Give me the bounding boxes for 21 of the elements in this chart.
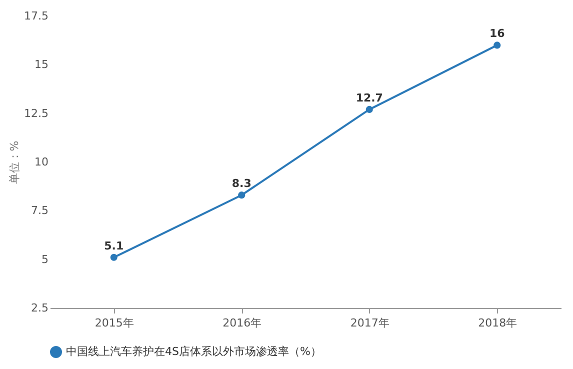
y-tick-label: 7.5 [31, 204, 48, 218]
point [110, 254, 118, 261]
y-tick-label: 2.5 [31, 302, 48, 314]
data-label: 8.3 [232, 177, 252, 190]
point [238, 192, 246, 199]
y-axis-title: 单位：% [8, 140, 22, 184]
legend-label: 中国线上汽车养护在4S店体系以外市场渗透率（%） [66, 345, 322, 358]
x-tick-label: 2015年 [94, 316, 134, 330]
point [366, 106, 373, 113]
point [494, 42, 501, 49]
y-tick-label: 17.5 [24, 10, 48, 22]
y-tick-label: 15 [34, 58, 48, 72]
y-tick-label: 10 [34, 156, 48, 168]
data-label: 12.7 [356, 91, 383, 104]
x-tick-label: 2018年 [478, 316, 518, 330]
data-label: 5.1 [104, 239, 124, 252]
data-label: 16 [489, 27, 506, 40]
y-tick-label: 12.5 [24, 106, 48, 120]
x-tick-label: 2016年 [222, 316, 262, 330]
y-tick-label: 5 [42, 252, 48, 266]
x-tick-label: 2017年 [350, 316, 390, 330]
